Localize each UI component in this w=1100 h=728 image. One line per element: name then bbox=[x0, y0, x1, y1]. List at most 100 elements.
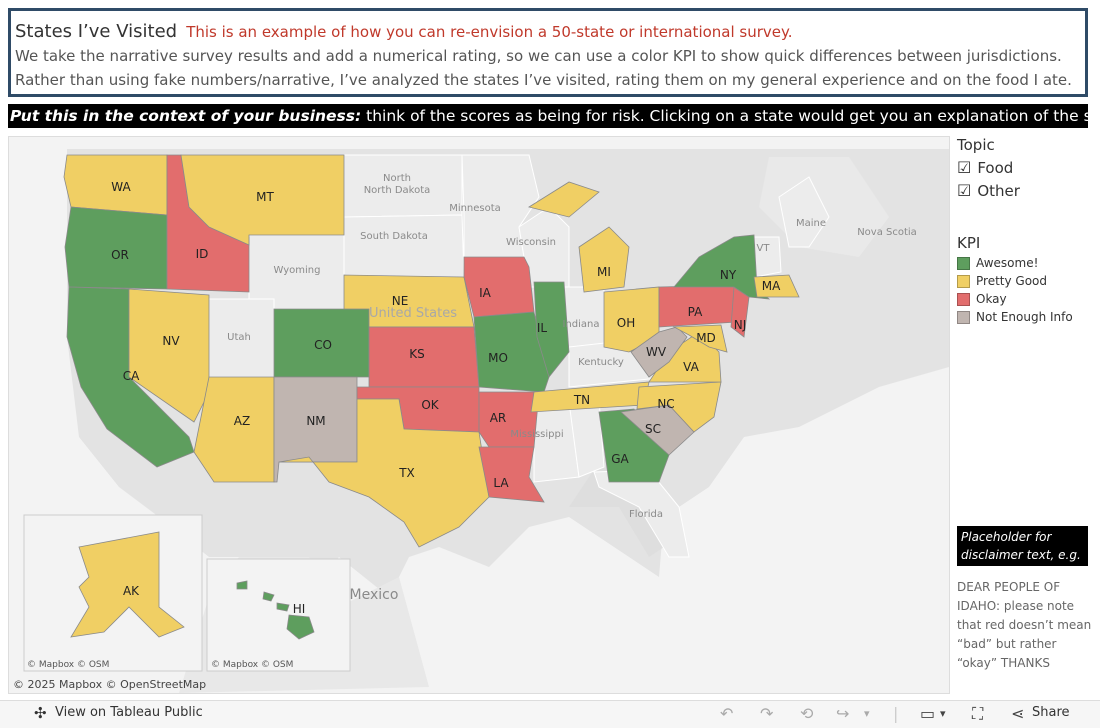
code-la: LA bbox=[493, 476, 509, 490]
code-il: IL bbox=[537, 321, 548, 335]
state-louisiana[interactable] bbox=[478, 446, 545, 503]
header-box: States I’ve Visited This is an example o… bbox=[8, 8, 1088, 97]
hawaii-attribution: © Mapbox © OSM bbox=[211, 660, 293, 670]
code-mt: MT bbox=[256, 190, 274, 204]
hawaii-inset-frame bbox=[206, 558, 351, 672]
kpi-item-okay[interactable]: Okay bbox=[957, 292, 1092, 306]
label-vt: VT bbox=[757, 243, 771, 254]
tableau-logo-icon[interactable]: ✣ bbox=[34, 704, 47, 722]
label-wyoming: Wyoming bbox=[274, 265, 321, 276]
kpi-swatch-not-enough bbox=[957, 310, 970, 324]
code-mi: MI bbox=[597, 265, 611, 279]
context-banner: Put this in the context of your business… bbox=[8, 104, 1088, 128]
label-florida: Florida bbox=[629, 509, 663, 520]
state-nevada[interactable] bbox=[128, 288, 210, 423]
code-ia: IA bbox=[479, 286, 492, 300]
description-line-1: We take the narrative survey results and… bbox=[15, 47, 1062, 65]
checkbox-checked-icon[interactable]: ☑ bbox=[957, 181, 972, 200]
redo-icon[interactable]: ↷ bbox=[760, 704, 774, 723]
fullscreen-icon[interactable]: ⛶ bbox=[972, 704, 984, 723]
dashboard-title: States I’ve Visited bbox=[15, 21, 178, 42]
label-kentucky: Kentucky bbox=[578, 357, 624, 368]
topic-filter-food[interactable]: ☑ Food bbox=[957, 158, 1092, 177]
us-map[interactable]: North North Dakota South Dakota Minnesot… bbox=[8, 136, 950, 694]
label-north-dakota-1: North bbox=[383, 173, 411, 184]
state-west-virginia[interactable] bbox=[630, 326, 688, 378]
kpi-swatch-awesome bbox=[957, 256, 970, 270]
kpi-item-not-enough[interactable]: Not Enough Info bbox=[957, 310, 1092, 324]
label-nova-scotia: Nova Scotia bbox=[857, 227, 917, 238]
undo-icon[interactable]: ↶ bbox=[720, 704, 734, 723]
revert-icon[interactable]: ⟲ bbox=[800, 704, 814, 723]
kpi-item-awesome[interactable]: Awesome! bbox=[957, 256, 1092, 270]
code-oh: OH bbox=[617, 316, 635, 330]
label-mexico: Mexico bbox=[350, 587, 399, 603]
code-ca: CA bbox=[123, 369, 140, 383]
share-button[interactable]: Share bbox=[1032, 705, 1070, 720]
code-nv: NV bbox=[162, 334, 180, 348]
state-south-dakota[interactable] bbox=[343, 214, 465, 278]
sidebar: Topic ☑ Food ☑ Other KPI Awesome! Pretty… bbox=[957, 136, 1092, 324]
code-ok: OK bbox=[421, 398, 439, 412]
kpi-label-okay: Okay bbox=[976, 292, 1007, 306]
code-sc: SC bbox=[645, 422, 661, 436]
basemap-labels: North North Dakota South Dakota Minnesot… bbox=[227, 173, 917, 603]
toolbar-divider: | bbox=[893, 704, 899, 723]
disclaimer-text: DEAR PEOPLE OF IDAHO: please note that r… bbox=[957, 580, 1092, 670]
title-line: States I’ve Visited This is an example o… bbox=[15, 21, 793, 42]
kpi-title: KPI bbox=[957, 234, 981, 252]
state-oregon[interactable] bbox=[64, 206, 168, 290]
kpi-item-pretty-good[interactable]: Pretty Good bbox=[957, 274, 1092, 288]
refresh-dropdown-icon[interactable]: ▾ bbox=[864, 707, 870, 720]
code-az: AZ bbox=[234, 414, 250, 428]
label-united-states: United States bbox=[369, 306, 457, 321]
banner-text: think of the scores as being for risk. C… bbox=[361, 107, 1088, 125]
code-wa: WA bbox=[111, 180, 131, 194]
state-arizona[interactable] bbox=[193, 376, 275, 483]
alaska-inset[interactable]: AK © Mapbox © OSM bbox=[23, 514, 203, 672]
code-ks: KS bbox=[409, 347, 425, 361]
state-georgia[interactable] bbox=[598, 408, 670, 483]
state-texas[interactable] bbox=[278, 398, 490, 548]
alaska-attribution: © Mapbox © OSM bbox=[27, 660, 109, 670]
map-svg: North North Dakota South Dakota Minnesot… bbox=[9, 137, 949, 693]
device-dropdown-icon[interactable]: ▾ bbox=[940, 707, 946, 720]
share-icon[interactable]: ⋖ bbox=[1011, 704, 1025, 723]
state-hawaii[interactable] bbox=[236, 580, 315, 640]
kpi-label-pretty-good: Pretty Good bbox=[976, 274, 1048, 288]
code-id: ID bbox=[196, 247, 209, 261]
hawaii-inset[interactable]: HI © Mapbox © OSM bbox=[206, 558, 351, 672]
kpi-label-awesome: Awesome! bbox=[976, 256, 1039, 270]
code-ny: NY bbox=[720, 268, 737, 282]
view-on-tableau-link[interactable]: View on Tableau Public bbox=[55, 705, 203, 720]
refresh-icon[interactable]: ↪ bbox=[836, 704, 850, 723]
state-massachusetts[interactable] bbox=[753, 274, 800, 298]
topic-other-label: Other bbox=[977, 181, 1020, 200]
dashboard-subtitle: This is an example of how you can re-env… bbox=[186, 23, 793, 41]
description-line-2: Rather than using fake numbers/narrative… bbox=[15, 71, 1072, 89]
state-alaska[interactable] bbox=[70, 531, 185, 638]
topic-filter-other[interactable]: ☑ Other bbox=[957, 181, 1092, 200]
label-indiana: Indiana bbox=[562, 319, 599, 330]
state-maine[interactable] bbox=[778, 176, 830, 248]
checkbox-checked-icon[interactable]: ☑ bbox=[957, 158, 972, 177]
code-hi: HI bbox=[293, 602, 306, 616]
code-nm: NM bbox=[306, 414, 325, 428]
state-missouri[interactable] bbox=[473, 311, 550, 393]
state-maryland[interactable] bbox=[672, 324, 728, 353]
code-co: CO bbox=[314, 338, 332, 352]
state-michigan[interactable] bbox=[527, 181, 630, 293]
state-iowa[interactable] bbox=[463, 256, 535, 318]
code-md: MD bbox=[696, 331, 716, 345]
code-ne: NE bbox=[392, 294, 409, 308]
state-montana[interactable] bbox=[180, 154, 345, 246]
label-south-dakota: South Dakota bbox=[360, 231, 428, 242]
device-preview-icon[interactable]: ▭ bbox=[920, 704, 936, 723]
kpi-swatch-okay bbox=[957, 292, 970, 306]
code-ar: AR bbox=[490, 411, 507, 425]
state-illinois[interactable] bbox=[533, 281, 570, 378]
topic-title: Topic bbox=[957, 136, 995, 154]
code-nc: NC bbox=[657, 397, 674, 411]
code-nj: NJ bbox=[734, 318, 747, 332]
label-mississippi: Mississippi bbox=[510, 429, 563, 440]
